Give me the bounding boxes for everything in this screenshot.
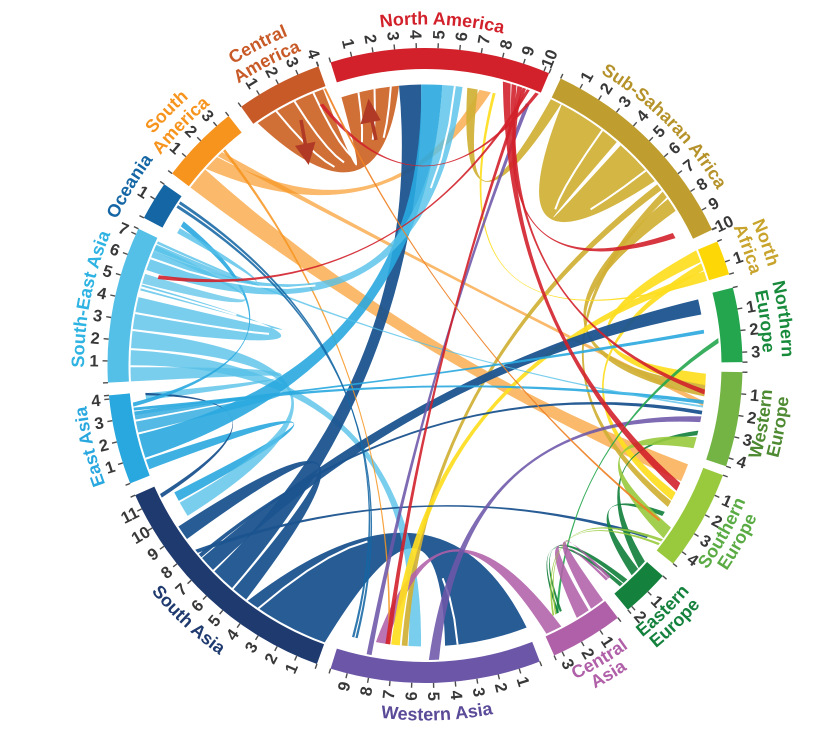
svg-text:1: 1 (89, 352, 98, 370)
svg-text:2: 2 (90, 329, 101, 348)
svg-text:7: 7 (380, 689, 399, 700)
svg-text:6: 6 (453, 31, 472, 42)
svg-text:5: 5 (430, 30, 448, 40)
svg-text:4: 4 (406, 30, 424, 40)
svg-text:5: 5 (424, 692, 442, 702)
svg-text:6: 6 (403, 691, 421, 701)
svg-text:3: 3 (383, 31, 402, 42)
